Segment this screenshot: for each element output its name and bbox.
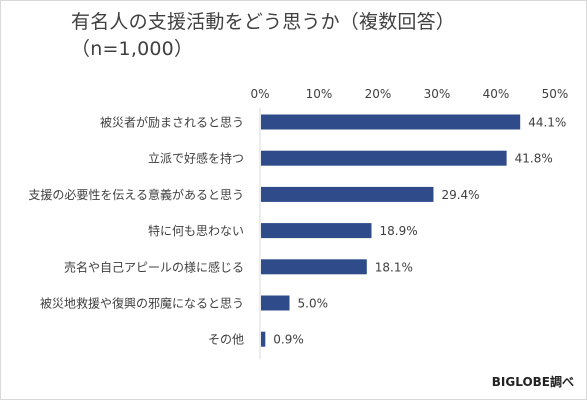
category-label: 特に何も思わない xyxy=(148,223,244,238)
category-label: 被災者が励まされると思う xyxy=(100,115,244,130)
source-note: BIGLOBE調べ xyxy=(491,375,574,389)
data-label: 0.9% xyxy=(273,333,304,347)
x-tick-label: 50% xyxy=(542,87,569,101)
data-label: 44.1% xyxy=(528,116,566,130)
x-tick-label: 40% xyxy=(483,87,510,101)
data-label: 18.1% xyxy=(375,260,413,274)
data-label: 18.9% xyxy=(380,224,418,238)
data-label: 5.0% xyxy=(298,297,329,311)
bar xyxy=(261,295,290,311)
bar xyxy=(261,150,507,166)
x-tick-label: 0% xyxy=(250,87,269,101)
bar xyxy=(261,114,521,130)
x-tick-label: 20% xyxy=(365,87,392,101)
x-tick-label: 30% xyxy=(424,87,451,101)
data-label: 29.4% xyxy=(441,188,479,202)
category-label: 立派で好感を持つ xyxy=(148,151,244,166)
data-label: 41.8% xyxy=(515,152,553,166)
category-label: その他 xyxy=(208,333,244,347)
x-tick-label: 10% xyxy=(306,87,333,101)
bar xyxy=(261,331,266,347)
category-label: 被災地救援や復興の邪魔になると思う xyxy=(40,296,244,311)
category-label: 支援の必要性を伝える意義があると思う xyxy=(28,187,244,202)
category-label: 売名や自己アピールの様に感じる xyxy=(64,259,244,274)
bar xyxy=(261,186,434,202)
bar xyxy=(261,223,372,239)
chart-title: 有名人の支援活動をどう思うか（複数回答） （n=1,000） xyxy=(71,11,456,60)
bar xyxy=(261,259,367,275)
